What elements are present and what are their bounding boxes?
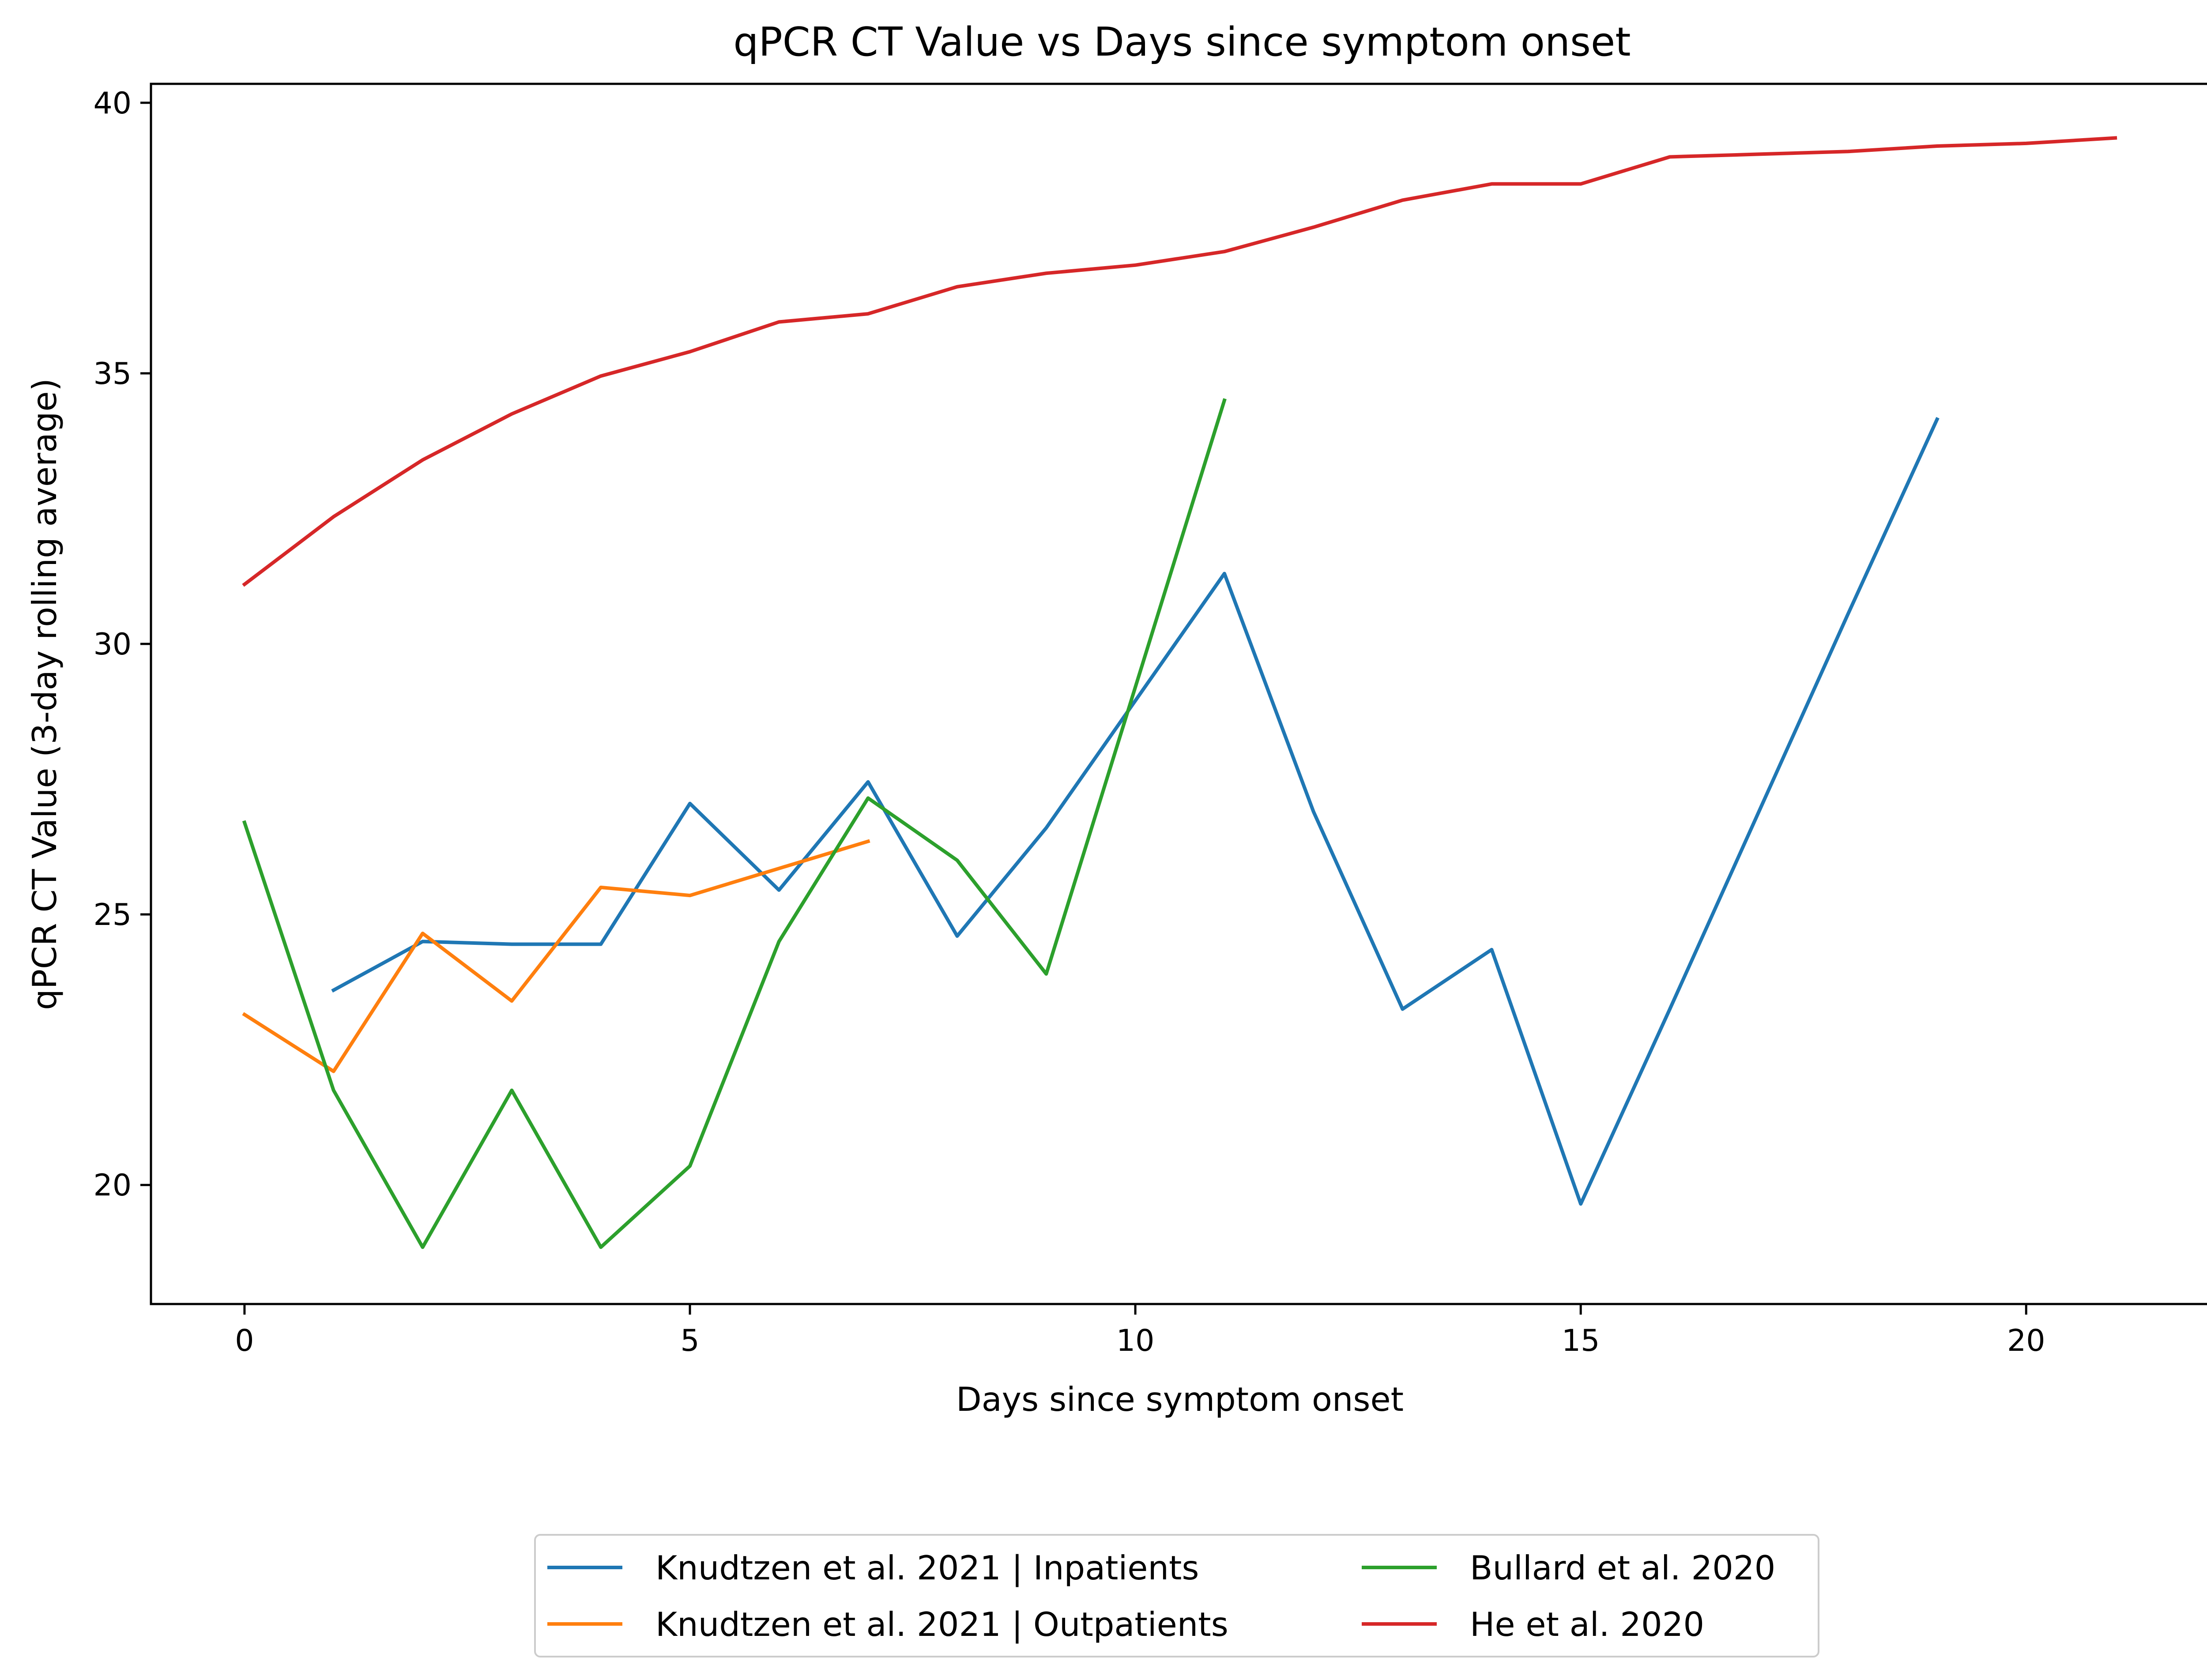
legend-label-1: Knudtzen et al. 2021 | Outpatients (655, 1605, 1228, 1644)
x-axis-label: Days since symptom onset (956, 1380, 1404, 1419)
y-tick-label: 40 (93, 86, 132, 121)
series-line-2 (242, 398, 1227, 1249)
legend: Knudtzen et al. 2021 | Inpatients Knudtze… (534, 1534, 1819, 1657)
x-tick-label: 20 (2007, 1323, 2045, 1358)
series-line-1 (242, 839, 870, 1073)
legend-label-2: Bullard et al. 2020 (1470, 1548, 1775, 1587)
legend-label-3: He et al. 2020 (1470, 1605, 1704, 1644)
series-line-0 (331, 417, 1940, 1206)
x-tick-label: 0 (235, 1323, 254, 1358)
y-tick-label: 35 (93, 357, 132, 391)
series-line-3 (242, 136, 2117, 587)
y-axis: 20 25 30 35 40 (93, 86, 151, 1203)
y-axis-label: qPCR CT Value (3-day rolling average) (25, 378, 64, 1010)
plot-frame (150, 83, 2207, 1305)
y-tick-label: 30 (93, 627, 132, 662)
x-tick-label: 15 (1562, 1323, 1600, 1358)
legend-frame (534, 1534, 1819, 1657)
x-axis: 0 5 10 15 20 (235, 1304, 2045, 1358)
chart-title: qPCR CT Value vs Days since symptom onse… (733, 19, 1631, 65)
y-tick-label: 25 (93, 898, 132, 932)
y-tick-label: 20 (93, 1168, 132, 1203)
legend-label-0: Knudtzen et al. 2021 | Inpatients (655, 1548, 1199, 1587)
x-tick-label: 10 (1116, 1323, 1155, 1358)
x-tick-label: 5 (680, 1323, 699, 1358)
series-layer (242, 136, 2117, 1249)
